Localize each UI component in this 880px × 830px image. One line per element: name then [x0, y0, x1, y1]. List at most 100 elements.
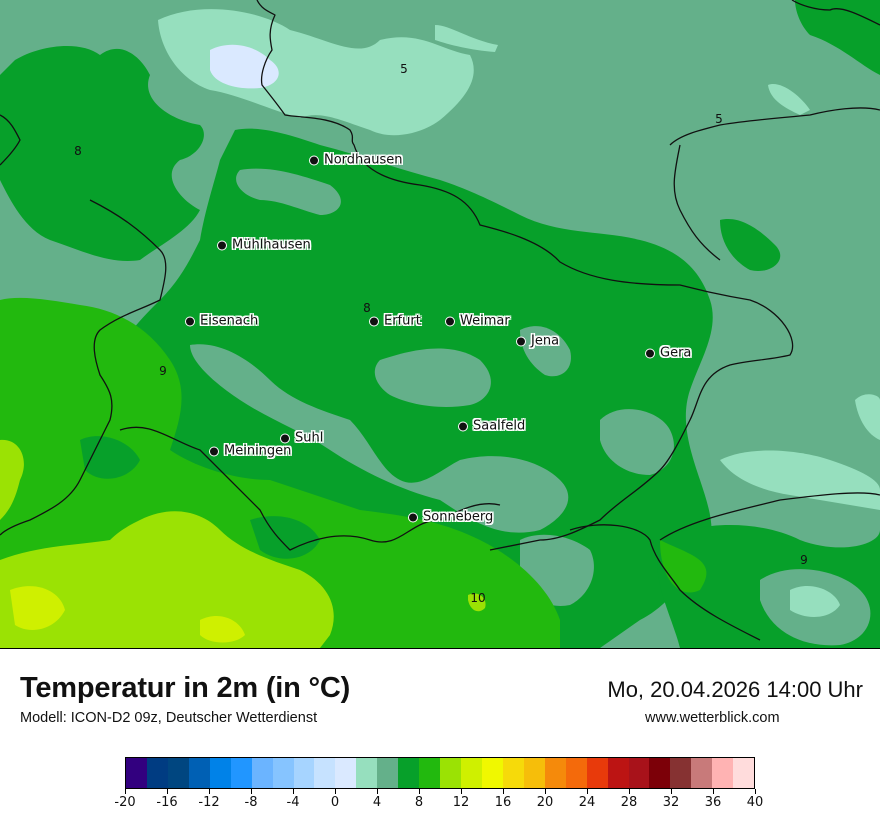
colorbar-segment — [544, 758, 566, 788]
colorbar-tick — [503, 789, 504, 794]
colorbar-tick — [167, 789, 168, 794]
colorbar-segment — [607, 758, 629, 788]
colorbar-tick-label: 8 — [414, 795, 424, 810]
city-label: Suhl — [295, 430, 324, 446]
city-marker-meiningen: Meiningen — [209, 444, 291, 459]
colorbar-segment — [272, 758, 294, 788]
colorbar-segment — [691, 758, 713, 788]
colorbar-segment — [209, 758, 231, 788]
contour-label: 8 — [74, 144, 82, 158]
city-dot-icon — [458, 421, 468, 431]
colorbar-tick-label: 24 — [578, 795, 596, 810]
city-marker-suhl: Suhl — [280, 431, 323, 446]
colorbar-segment — [167, 758, 189, 788]
colorbar-tick — [335, 789, 336, 794]
colorbar-tick-label: -4 — [286, 795, 300, 810]
colorbar-segment — [293, 758, 315, 788]
colorbar-tick-label: 16 — [494, 795, 512, 810]
colorbar-tick-label: -16 — [156, 795, 178, 810]
colorbar-segment — [146, 758, 168, 788]
city-marker-muehlhausen: Mühlhausen — [217, 238, 311, 253]
city-marker-saalfeld: Saalfeld — [458, 419, 525, 434]
website-link[interactable]: www.wetterblick.com — [645, 710, 780, 726]
city-marker-eisenach: Eisenach — [185, 314, 258, 329]
city-marker-weimar: Weimar — [445, 314, 510, 329]
colorbar-tick — [293, 789, 294, 794]
city-dot-icon — [516, 336, 526, 346]
city-label: Meiningen — [224, 443, 292, 459]
city-dot-icon — [280, 433, 290, 443]
temperature-field — [0, 0, 880, 648]
city-label: Sonneberg — [423, 509, 494, 525]
city-dot-icon — [309, 155, 319, 165]
city-marker-nordhausen: Nordhausen — [309, 153, 403, 168]
colorbar-tick — [545, 789, 546, 794]
colorbar-segment — [335, 758, 357, 788]
temperature-colorbar — [125, 757, 755, 789]
colorbar-tick-label: 20 — [536, 795, 554, 810]
contour-label: 5 — [715, 112, 723, 126]
city-dot-icon — [209, 446, 219, 456]
city-marker-erfurt: Erfurt — [369, 314, 421, 329]
colorbar-tick-label: 28 — [620, 795, 638, 810]
contour-label: 9 — [159, 364, 167, 378]
contour-label: 9 — [800, 553, 808, 567]
colorbar-segment — [398, 758, 420, 788]
colorbar-tick — [251, 789, 252, 794]
colorbar-segment — [586, 758, 608, 788]
colorbar-tick-label: 4 — [372, 795, 382, 810]
colorbar-tick — [755, 789, 756, 794]
city-label: Mühlhausen — [232, 237, 311, 253]
colorbar-segment — [628, 758, 650, 788]
city-dot-icon — [185, 316, 195, 326]
model-source: Modell: ICON-D2 09z, Deutscher Wetterdie… — [20, 710, 318, 726]
colorbar-tick — [713, 789, 714, 794]
contour-label: 8 — [363, 301, 371, 315]
city-label: Jena — [531, 333, 560, 349]
city-label: Erfurt — [384, 313, 421, 329]
colorbar-tick — [125, 789, 126, 794]
colorbar-tick-label: 36 — [704, 795, 722, 810]
contour-label: 10 — [470, 591, 486, 605]
colorbar-segment — [314, 758, 336, 788]
city-dot-icon — [369, 316, 379, 326]
colorbar-segment — [461, 758, 482, 788]
map-title: Temperatur in 2m (in °C) — [20, 672, 351, 704]
city-label: Weimar — [460, 313, 510, 329]
colorbar-tick-label: -12 — [198, 795, 220, 810]
city-dot-icon — [645, 348, 655, 358]
colorbar-segment — [481, 758, 503, 788]
colorbar-tick-label: 0 — [330, 795, 340, 810]
colorbar-tick — [671, 789, 672, 794]
city-label: Saalfeld — [473, 418, 526, 434]
colorbar-segment — [649, 758, 671, 788]
colorbar-tick-label: 12 — [452, 795, 470, 810]
colorbar-segment — [712, 758, 734, 788]
forecast-datetime: Mo, 20.04.2026 14:00 Uhr — [607, 677, 863, 702]
city-dot-icon — [217, 240, 227, 250]
colorbar-segment — [523, 758, 545, 788]
city-label: Gera — [660, 345, 692, 361]
colorbar-tick-label: -8 — [244, 795, 258, 810]
colorbar-tick-label: 32 — [662, 795, 680, 810]
city-label: Eisenach — [200, 313, 259, 329]
colorbar-tick — [419, 789, 420, 794]
colorbar-tick-label: 40 — [746, 795, 764, 810]
contour-label: 5 — [400, 62, 408, 76]
colorbar-tick — [587, 789, 588, 794]
colorbar-segment — [502, 758, 524, 788]
colorbar-segment — [251, 758, 273, 788]
colorbar-tick — [209, 789, 210, 794]
colorbar-segment — [126, 758, 147, 788]
temperature-map: 5 5 8 8 9 9 10 Nordhausen Mühlhausen Eis… — [0, 0, 880, 649]
city-dot-icon — [445, 316, 455, 326]
colorbar-segment — [377, 758, 399, 788]
colorbar-tick — [461, 789, 462, 794]
colorbar-segment — [440, 758, 461, 788]
colorbar-tick-label: -20 — [114, 795, 136, 810]
city-marker-sonneberg: Sonneberg — [408, 510, 493, 525]
colorbar-tick — [377, 789, 378, 794]
city-marker-gera: Gera — [645, 346, 691, 361]
colorbar-segment — [670, 758, 692, 788]
colorbar-segment — [565, 758, 587, 788]
